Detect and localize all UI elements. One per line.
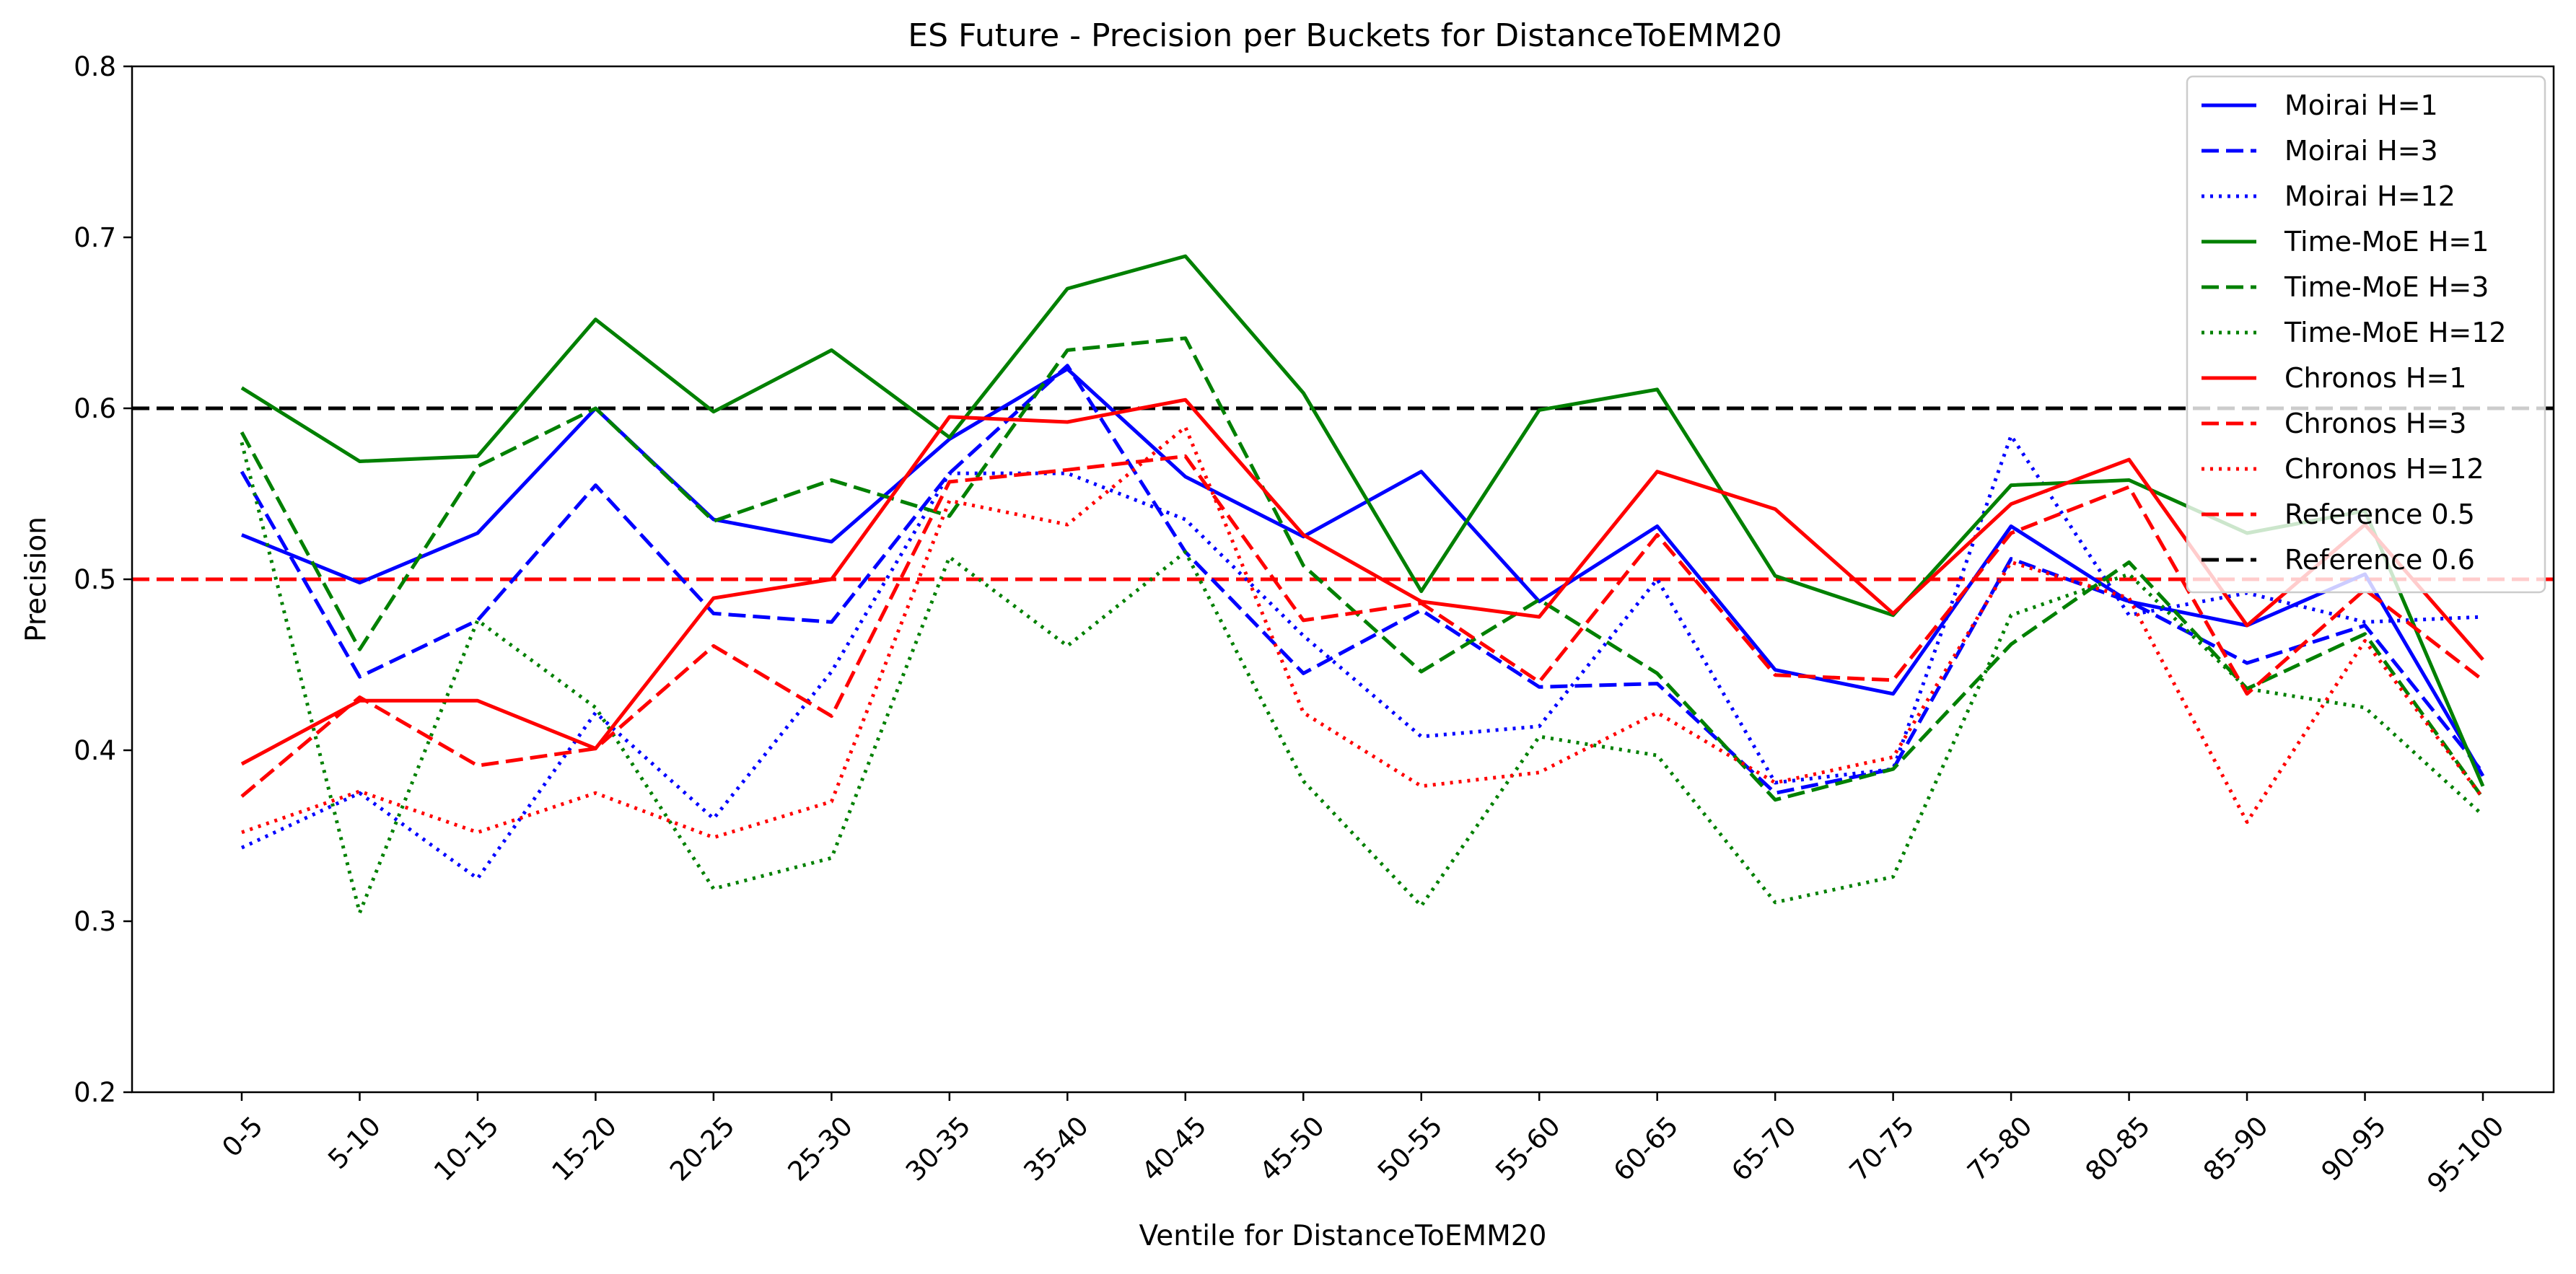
legend-label: Reference 0.6 <box>2284 544 2475 576</box>
series-lines <box>240 254 2485 915</box>
series-line-1 <box>240 364 2484 795</box>
y-tick-label: 0.4 <box>74 735 116 766</box>
x-tick-label: 90-95 <box>2316 1110 2392 1187</box>
x-tick-label: 65-70 <box>1725 1110 1802 1187</box>
y-axis-ticks: 0.2 0.3 0.4 0.5 0.6 0.7 0.8 <box>74 51 132 1108</box>
x-tick-label: 25-30 <box>782 1110 859 1187</box>
x-tick-label: 0-5 <box>216 1110 268 1163</box>
y-tick-label: 0.8 <box>74 51 116 82</box>
x-tick-label: 95-100 <box>2422 1110 2510 1199</box>
series-line-4 <box>240 336 2485 802</box>
x-tick-label: 35-40 <box>1017 1110 1094 1187</box>
legend-label: Chronos H=12 <box>2284 453 2484 485</box>
legend-label: Moirai H=1 <box>2284 89 2438 121</box>
y-tick-label: 0.6 <box>74 393 116 424</box>
x-axis-ticks: 0-5 5-10 10-15 15-20 20-25 25-30 30-35 35-40 40-… <box>216 1092 2510 1199</box>
reference-lines <box>132 406 2554 581</box>
x-tick-label: 45-50 <box>1253 1110 1330 1187</box>
x-tick-label: 85-90 <box>2197 1110 2274 1187</box>
legend-label: Chronos H=1 <box>2284 362 2466 394</box>
series-line-0 <box>241 367 2485 777</box>
y-tick-label: 0.5 <box>74 564 116 595</box>
x-tick-label: 50-55 <box>1372 1110 1448 1187</box>
x-axis-label: Ventile for DistanceToEMM20 <box>1139 1220 1547 1252</box>
x-tick-label: 5-10 <box>322 1110 387 1175</box>
y-tick-label: 0.2 <box>74 1077 116 1108</box>
series-line-2 <box>240 434 2484 881</box>
series-line-3 <box>240 254 2485 787</box>
y-tick-label: 0.3 <box>74 906 116 937</box>
legend-label: Moirai H=3 <box>2284 135 2438 167</box>
y-tick-label: 0.7 <box>74 222 116 253</box>
legend-label: Chronos H=3 <box>2284 408 2466 439</box>
x-tick-label: 70-75 <box>1844 1110 1920 1187</box>
x-tick-label: 30-35 <box>900 1110 976 1187</box>
x-tick-label: 80-85 <box>2080 1110 2156 1187</box>
y-axis-label: Precision <box>20 517 53 642</box>
legend-label: Time-MoE H=3 <box>2284 271 2489 303</box>
legend-label: Reference 0.5 <box>2284 498 2475 530</box>
legend-label: Time-MoE H=1 <box>2284 226 2489 258</box>
series-line-5 <box>240 441 2484 915</box>
series-line-7 <box>240 454 2484 798</box>
chart-title: ES Future - Precision per Buckets for Di… <box>908 17 1782 54</box>
x-tick-label: 40-45 <box>1136 1110 1212 1187</box>
x-tick-label: 20-25 <box>664 1110 740 1187</box>
legend-label: Moirai H=12 <box>2284 180 2455 212</box>
x-tick-label: 10-15 <box>428 1110 504 1187</box>
x-tick-label: 60-65 <box>1608 1110 1684 1187</box>
legend-box <box>2186 75 2546 594</box>
legend: Moirai H=1 Moirai H=3 Moirai H=12 Time-MoE … <box>2186 75 2546 594</box>
x-tick-label: 55-60 <box>1489 1110 1566 1187</box>
x-tick-label: 75-80 <box>1961 1110 2038 1187</box>
legend-label: Time-MoE H=12 <box>2284 317 2507 348</box>
series-line-6 <box>240 397 2484 766</box>
x-tick-label: 15-20 <box>546 1110 623 1187</box>
